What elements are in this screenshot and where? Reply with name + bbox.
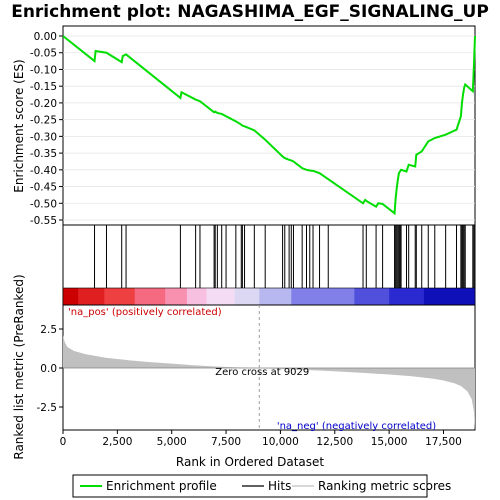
heat-strip-segment: [186, 288, 207, 305]
heat-strip-segment: [291, 288, 355, 305]
neg-correlated-label: 'na_neg' (negatively correlated): [277, 421, 436, 432]
pos-correlated-label: 'na_pos' (positively correlated): [68, 307, 222, 318]
es-y-tick-label: -0.45: [30, 182, 57, 194]
es-y-tick-label: -0.55: [30, 215, 57, 227]
es-y-tick-label: -0.25: [30, 115, 57, 127]
heat-strip-segment: [78, 288, 105, 305]
metric-y-tick-label: -2.5: [37, 402, 58, 414]
metric-y-tick-label: 2.5: [40, 324, 57, 336]
zero-cross-label: Zero cross at 9029: [215, 367, 309, 378]
x-tick-label: 7,500: [211, 436, 241, 448]
x-tick-label: 2,500: [102, 436, 132, 448]
legend-label: Enrichment profile: [106, 479, 217, 493]
x-axis-label: Rank in Ordered Dataset: [176, 455, 324, 469]
heat-strip-segment: [63, 288, 79, 305]
es-y-tick-label: -0.50: [30, 198, 57, 210]
heat-strip-segment: [134, 288, 166, 305]
es-panel: 0.00 -0.05 -0.10 -0.15 -0.20 -0.25 -0.30 -0.35 -…: [30, 25, 476, 227]
legend-label: Hits: [268, 479, 291, 493]
es-y-tick-label: -0.40: [30, 165, 57, 177]
metric-y-ticks: 2.5 0.0 -2.5: [37, 324, 63, 414]
heat-strip-segment: [165, 288, 188, 305]
heat-strip-segment: [234, 288, 260, 305]
es-y-tick-label: -0.35: [30, 148, 57, 160]
legend-items: Enrichment profile Hits Ranking metric sco…: [80, 479, 451, 493]
x-tick-label: 17,500: [425, 436, 462, 448]
hit-markers: [94, 225, 475, 288]
es-y-ticks: 0.00 -0.05 -0.10 -0.15 -0.20 -0.25 -0.30 -0.35 -…: [30, 31, 63, 227]
metric-y-tick-label: 0.0: [40, 363, 57, 375]
heat-strip: [62, 287, 476, 306]
x-tick-label: 10,000: [262, 436, 299, 448]
heat-strip-segment: [104, 288, 136, 305]
legend: Enrichment profile Hits Ranking metric sco…: [72, 474, 451, 498]
legend-label: Ranking metric scores: [318, 479, 451, 493]
metric-panel: 2.5 0.0 -2.5 'na_pos' (positively correlat…: [37, 304, 476, 432]
heat-strip-segment: [454, 288, 476, 305]
es-y-tick-label: -0.20: [30, 98, 57, 110]
x-axis-ticks: 0 2,500 5,000 7,500 10,000 12,500 15,000 17,500: [60, 430, 462, 448]
heat-strip-segment: [206, 288, 236, 305]
heat-strip-segment: [259, 288, 292, 305]
enrichment-profile-line: [62, 35, 476, 216]
es-y-tick-label: -0.05: [30, 48, 57, 60]
es-y-tick-label: -0.15: [30, 81, 57, 93]
heat-strip-segment: [389, 288, 425, 305]
heat-strip-segment: [354, 288, 390, 305]
hits-panel: [62, 224, 476, 306]
x-tick-label: 5,000: [157, 436, 187, 448]
x-tick-label: 15,000: [371, 436, 408, 448]
es-y-tick-label: 0.00: [34, 31, 57, 43]
x-tick-label: 0: [60, 436, 67, 448]
chart-title: Enrichment plot: NAGASHIMA_EGF_SIGNALING…: [11, 2, 489, 22]
es-gridlines: [63, 35, 475, 221]
es-y-axis-label: Enrichment score (ES): [12, 59, 26, 192]
heat-strip-segment: [423, 288, 455, 305]
x-tick-label: 12,500: [316, 436, 353, 448]
es-y-tick-label: -0.10: [30, 64, 57, 76]
es-y-tick-label: -0.30: [30, 131, 57, 143]
metric-y-axis-label: Ranked list metric (PreRanked): [12, 274, 26, 459]
